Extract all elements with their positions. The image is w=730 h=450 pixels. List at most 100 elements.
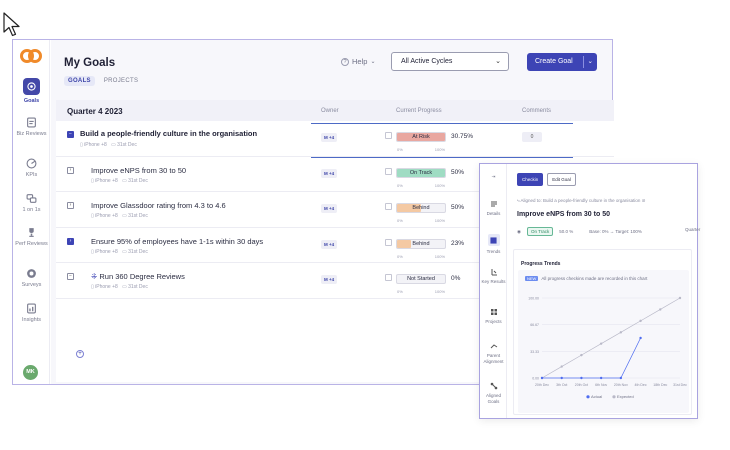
owner-badge[interactable]: M +4: [321, 204, 338, 213]
progress-value: 50.0 %: [559, 229, 574, 234]
expand-icon[interactable]: ›: [67, 202, 74, 209]
table-header: Quarter 4 2023 Owner Current Progress Co…: [56, 100, 614, 121]
goal-meta: ▯ iPhone +8 ▭ 31st Dec: [91, 248, 148, 255]
progress-bar[interactable]: Not Started 0% 100%: [396, 274, 446, 294]
y-tick-label: 66.67: [530, 323, 539, 327]
cycle-select[interactable]: All Active Cycles ⌄: [391, 52, 509, 71]
panel-goal-status: ◉ On Track 50.0 % Base: 0% → Target: 100…: [517, 227, 700, 236]
avatar[interactable]: MK: [23, 365, 38, 380]
progress-bar[interactable]: On Track 0% 100%: [396, 167, 446, 188]
link-icon[interactable]: ⊘: [641, 198, 646, 203]
edit-progress-icon[interactable]: [385, 203, 392, 210]
edit-progress-icon[interactable]: [385, 238, 392, 246]
surveys-icon: [27, 269, 36, 278]
progress-percent: 0%: [451, 275, 461, 282]
panel-nav-projects[interactable]: Projects: [480, 308, 507, 325]
legend-label: Expected: [617, 394, 634, 399]
chevron-down-icon: ⌄: [370, 59, 376, 65]
table-row[interactable]: › Improve eNPS from 30 to 50 ▯ iPhone +8…: [56, 157, 614, 192]
trend-svg: 0.00 33.33 66.67 100.00 20th Dec 3th Oct 20th …: [528, 297, 687, 400]
table-row[interactable]: − ⁜ Run 360 Degree Reviews ▯ iPhone +8 ▭…: [56, 263, 614, 299]
help-menu[interactable]: ? Help ⌄: [341, 57, 375, 66]
expand-icon[interactable]: ›: [67, 237, 74, 245]
panel-body: Checkin Edit Goal ⤷ Aligned to: Build a …: [508, 164, 700, 418]
goal-meta: ▯ iPhone +8 ▭ 31st Dec: [91, 213, 148, 219]
goal-title[interactable]: Build a people-friendly culture in the o…: [80, 129, 258, 138]
status-label: Not Started: [407, 276, 435, 282]
owner-badge[interactable]: M +4: [321, 275, 338, 284]
quarter-label: Quarter: [685, 227, 701, 232]
sidebar-item-label: Insights: [22, 317, 41, 323]
edit-goal-button[interactable]: Edit Goal: [547, 173, 576, 186]
target-icon: ◉: [517, 228, 521, 234]
grid-icon: ⁜: [91, 272, 100, 281]
sidebar-item-label: Goals: [23, 98, 40, 104]
expand-icon[interactable]: ›: [67, 166, 74, 174]
column-progress: Current Progress: [396, 108, 442, 114]
create-goal-button[interactable]: Create Goal ⌄: [527, 53, 597, 71]
y-tick-label: 0.00: [532, 377, 539, 381]
tab-goals[interactable]: GOALS: [64, 76, 95, 86]
table-row[interactable]: › Ensure 95% of employees have 1-1s with…: [56, 228, 614, 263]
edit-progress-icon[interactable]: [385, 167, 392, 175]
y-tick-label: 100.00: [528, 297, 539, 301]
data-point-actual: [619, 376, 623, 380]
goal-title[interactable]: ⁜ Run 360 Degree Reviews: [91, 272, 185, 281]
data-point-actual: [560, 376, 563, 380]
legend-marker-actual: [586, 395, 590, 399]
sidebar-item-perf-reviews[interactable]: Perf Reviews: [13, 227, 50, 248]
x-tick-label: 3th Oct: [556, 383, 567, 387]
collapse-panel-icon[interactable]: ⇥: [491, 174, 496, 179]
progress-percent: 30.75%: [451, 133, 474, 140]
goal-title[interactable]: Improve eNPS from 30 to 50: [91, 165, 187, 175]
mouse-cursor-icon: [3, 12, 20, 37]
chevron-down-icon[interactable]: ⌄: [587, 58, 593, 65]
new-badge: NEW: [525, 276, 539, 281]
sidebar-item-one-on-ones[interactable]: 1 on 1s: [13, 193, 50, 214]
panel-nav-details[interactable]: Details: [480, 200, 507, 217]
table-row[interactable]: › Improve Glassdoor rating from 4.3 to 4…: [56, 192, 614, 228]
comments-button[interactable]: 0: [522, 132, 542, 142]
x-tick-label: 4th Dec: [635, 383, 647, 387]
progress-bar[interactable]: Behind 0% 100%: [396, 238, 446, 259]
sidebar-item-insights[interactable]: Insights: [13, 303, 50, 324]
panel-nav-aligned-goals[interactable]: Aligned Goals: [480, 382, 507, 405]
button-divider: [583, 56, 584, 68]
sidebar-item-kpis[interactable]: KPIs: [13, 158, 50, 179]
goals-icon: [27, 82, 36, 91]
chart-note: NEW All progress checkins made are recor…: [525, 276, 647, 281]
owner-badge[interactable]: M +4: [321, 239, 338, 249]
panel-nav-key-results[interactable]: Key Results: [480, 268, 507, 285]
edit-progress-icon[interactable]: [385, 274, 392, 281]
goal-meta: ▯ iPhone +8 ▭ 31st Dec: [91, 284, 148, 290]
panel-nav-trends[interactable]: Trends: [480, 234, 507, 255]
owner-badge[interactable]: M +4: [321, 168, 338, 178]
goal-title[interactable]: Ensure 95% of employees have 1-1s within…: [91, 236, 264, 246]
progress-bar[interactable]: Behind 0% 100%: [396, 203, 446, 223]
cycle-select-value: All Active Cycles: [401, 58, 453, 65]
panel-nav: ⇥ Details Trends Key Results Projects Pa…: [480, 164, 507, 418]
data-point-expected: [639, 319, 642, 323]
add-goal-icon[interactable]: +: [76, 350, 84, 358]
collapse-icon[interactable]: −: [67, 273, 74, 280]
aligned-goals-icon: [490, 382, 497, 390]
panel-nav-parent-alignment[interactable]: Parent Alignment: [480, 342, 507, 365]
progress-percent: 50%: [451, 168, 465, 176]
data-point-actual: [599, 376, 603, 380]
goal-title[interactable]: Improve Glassdoor rating from 4.3 to 4.6: [91, 201, 226, 210]
sidebar-item-surveys[interactable]: Surveys: [13, 268, 50, 289]
collapse-icon[interactable]: −: [67, 131, 74, 138]
sidebar-item-goals[interactable]: Goals: [13, 78, 50, 105]
edit-progress-icon[interactable]: [385, 132, 392, 139]
table-row[interactable]: − Build a people-friendly culture in the…: [56, 121, 614, 157]
legend-label: Actual: [591, 394, 602, 399]
trends-title: Progress Trends: [521, 261, 561, 267]
biz-reviews-icon: [27, 117, 36, 128]
owner-badge[interactable]: M +4: [321, 133, 338, 142]
tab-projects[interactable]: PROJECTS: [103, 78, 139, 84]
sidebar-item-biz-reviews[interactable]: Biz Reviews: [13, 117, 50, 138]
progress-bar[interactable]: At Risk 0% 100%: [396, 132, 446, 152]
checkin-button[interactable]: Checkin: [517, 173, 544, 186]
progress-trends-card: Progress Trends NEW All progress checkin…: [513, 249, 692, 415]
base-target: Base: 0% → Target: 100%: [589, 229, 642, 234]
